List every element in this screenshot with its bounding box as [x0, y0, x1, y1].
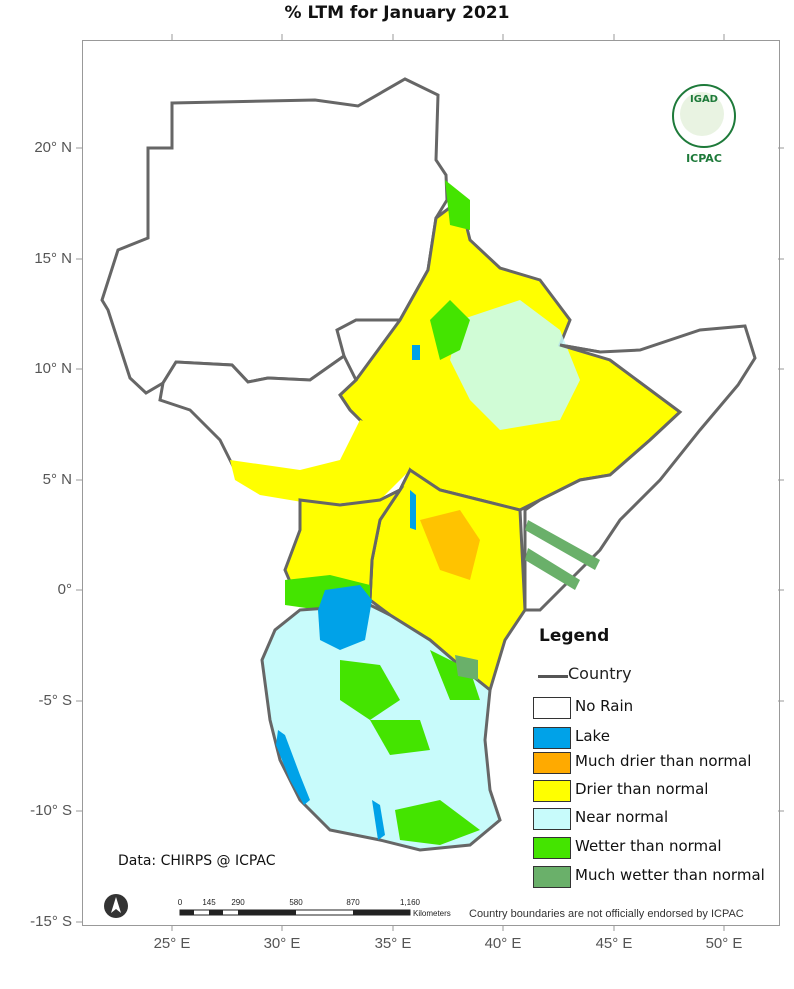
kenya-much-drier-patch	[420, 510, 480, 580]
lon-label-50e: 50° E	[705, 935, 743, 952]
legend-label: Wetter than normal	[575, 837, 722, 855]
legend-label: Lake	[575, 727, 610, 745]
eritrea-wetter-patch	[445, 180, 470, 230]
legend-label: Much drier than normal	[575, 752, 752, 770]
tanzania-wetter-patch-4	[395, 800, 480, 845]
tanzania-wetter-patch-1	[340, 660, 400, 720]
legend-swatch	[533, 727, 571, 749]
igad-icpac-logo: IGAD ICPAC	[668, 84, 738, 170]
boundary-disclaimer: Country boundaries are not officially en…	[469, 908, 744, 920]
scale-bar	[179, 909, 411, 916]
scale-tick-0: 0	[177, 898, 183, 907]
scale-tick-870: 870	[346, 898, 360, 907]
legend-country-label: Country	[568, 664, 632, 683]
north-arrow-icon	[104, 894, 128, 918]
lon-label-30e: 30° E	[263, 935, 301, 952]
logo-icpac-text: ICPAC	[686, 152, 722, 165]
lake-victoria	[318, 585, 372, 650]
legend-swatch	[533, 808, 571, 830]
lat-label-15n: 15° N	[34, 250, 72, 267]
scale-tick-580: 580	[289, 898, 303, 907]
legend-swatch	[533, 697, 571, 719]
somalia-landmass	[523, 324, 757, 612]
tanzania-wetter-patch-3	[430, 650, 480, 700]
scale-unit: Kilometers	[413, 909, 451, 918]
lon-tick-marks	[171, 34, 725, 931]
ethiopia-wetter-patch	[430, 300, 470, 360]
data-credit: Data: CHIRPS @ ICPAC	[118, 853, 276, 869]
legend-swatch	[533, 752, 571, 774]
lon-label-40e: 40° E	[484, 935, 522, 952]
legend-label: Much wetter than normal	[575, 866, 765, 884]
lat-label-0: 0°	[57, 581, 72, 598]
lake-malawi	[372, 800, 385, 840]
map-title: % LTM for January 2021	[284, 3, 510, 23]
lon-label-35e: 35° E	[374, 935, 412, 952]
logo-igad-text: IGAD	[690, 94, 718, 105]
lake-tana	[412, 345, 420, 360]
south-sudan-drier-patch	[230, 420, 410, 505]
logo-emblem	[680, 92, 724, 136]
lat-label-10n: 10° N	[34, 360, 72, 377]
lat-tick-marks	[76, 147, 784, 923]
somalia-wetter-strips	[525, 520, 600, 590]
lon-label-25e: 25° E	[153, 935, 191, 952]
lat-label-20n: 20° N	[34, 139, 72, 156]
legend-label: No Rain	[575, 697, 634, 715]
lat-label-10s: -10° S	[30, 802, 72, 819]
legend-swatch	[533, 866, 571, 888]
legend-swatch	[533, 780, 571, 802]
lon-label-45e: 45° E	[595, 935, 633, 952]
legend-swatch	[533, 837, 571, 859]
lat-label-15s: -15° S	[30, 913, 72, 930]
country-line-symbol	[538, 675, 568, 678]
lat-label-5s: -5° S	[38, 692, 72, 709]
lake-turkana	[410, 490, 416, 530]
legend-label: Near normal	[575, 808, 669, 826]
ethiopia-near-normal-patch	[450, 300, 580, 430]
scale-tick-1160: 1,160	[399, 898, 421, 907]
legend-title: Legend	[539, 626, 610, 646]
lat-label-5n: 5° N	[42, 471, 72, 488]
tanzania-wetter-patch-2	[370, 720, 430, 755]
legend-label: Drier than normal	[575, 780, 709, 798]
scale-tick-145: 145	[202, 898, 216, 907]
tanzania-much-wetter-patch	[455, 655, 478, 680]
lake-tanganyika	[276, 730, 310, 805]
scale-tick-290: 290	[231, 898, 245, 907]
